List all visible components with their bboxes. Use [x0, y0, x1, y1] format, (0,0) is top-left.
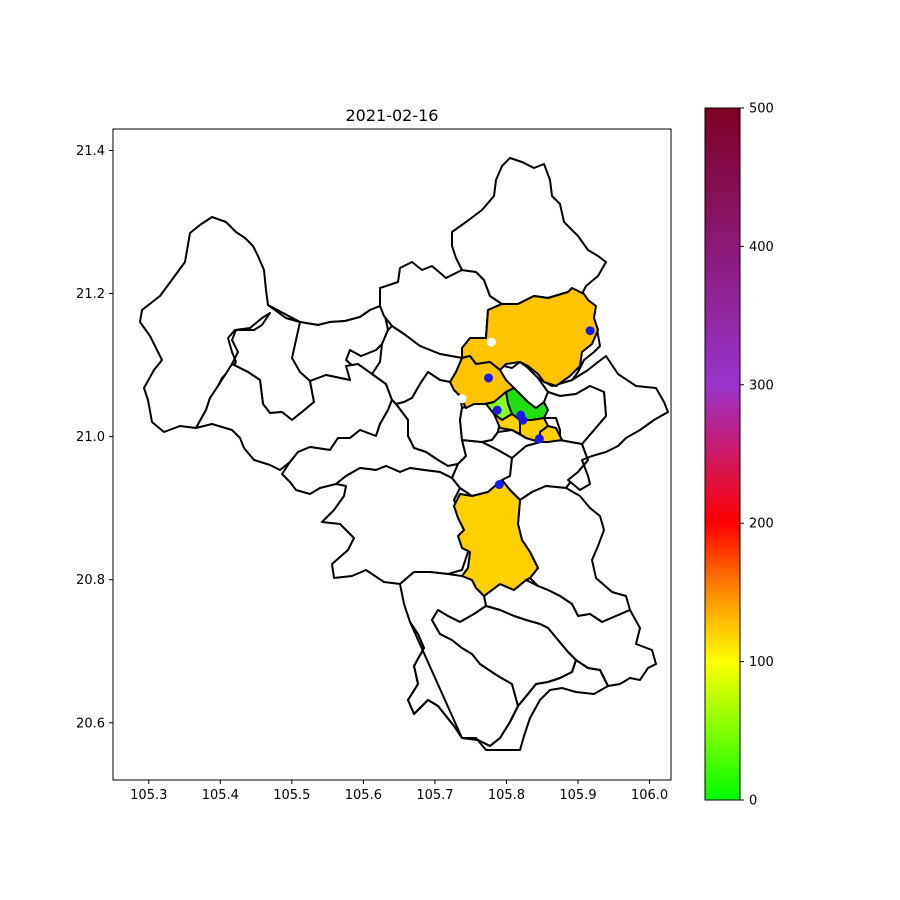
- station-marker-blue: [494, 480, 504, 490]
- station-markers: [457, 326, 595, 490]
- map-axes: 105.3 105.4 105.5 105.6 105.7 105.8 105.9 106.0…: [76, 128, 672, 803]
- x-tick-label: 105.3: [130, 788, 167, 803]
- colorbar-frame: [704, 107, 741, 801]
- map-title: 2021-02-16: [346, 106, 439, 125]
- station-marker-blue: [484, 373, 494, 383]
- x-tick-label: 105.8: [488, 788, 525, 803]
- x-tick-label: 105.7: [416, 788, 453, 803]
- y-tick-label: 21.4: [76, 144, 105, 159]
- colorbar-tick-label: 500: [749, 102, 774, 117]
- y-tick-label: 20.6: [76, 716, 105, 731]
- station-marker-blue: [534, 434, 544, 444]
- district-son-tay: [267, 304, 389, 382]
- colorbar-ticks: 0 100 200 300 400 500: [740, 102, 774, 809]
- y-tick-label: 20.8: [76, 573, 105, 588]
- station-marker-blue: [492, 405, 502, 415]
- colorbar-fill: [705, 108, 740, 800]
- colorbar: 0 100 200 300 400 500: [704, 102, 774, 809]
- x-tick-label: 105.6: [345, 788, 382, 803]
- x-tick-label: 105.9: [559, 788, 596, 803]
- colorbar-tick-label: 100: [749, 655, 774, 670]
- y-axis-ticks: 20.6 20.8 21.0 21.2 21.4: [76, 144, 113, 731]
- station-marker-blue: [518, 415, 528, 425]
- map-frame: [112, 128, 672, 781]
- y-tick-label: 21.0: [76, 430, 105, 445]
- x-tick-label: 105.5: [273, 788, 310, 803]
- station-marker-white: [486, 337, 496, 347]
- x-tick-label: 105.4: [202, 788, 239, 803]
- district-layer: [139, 157, 669, 751]
- y-tick-label: 21.2: [76, 287, 105, 302]
- station-marker-blue: [585, 326, 595, 336]
- x-tick-label: 106.0: [631, 788, 668, 803]
- colorbar-tick-label: 300: [749, 378, 774, 393]
- colorbar-tick-label: 200: [749, 517, 774, 532]
- station-marker-white: [457, 394, 467, 404]
- district-chuong-my: [321, 465, 469, 585]
- district-soc-son: [451, 157, 607, 305]
- colorbar-tick-label: 400: [749, 240, 774, 255]
- x-axis-ticks: 105.3 105.4 105.5 105.6 105.7 105.8 105.9 106.0: [130, 780, 668, 803]
- district-thanh-oai: [407, 621, 609, 751]
- colorbar-tick-label: 0: [749, 794, 757, 809]
- district-thanh-oai-filled: [453, 479, 539, 597]
